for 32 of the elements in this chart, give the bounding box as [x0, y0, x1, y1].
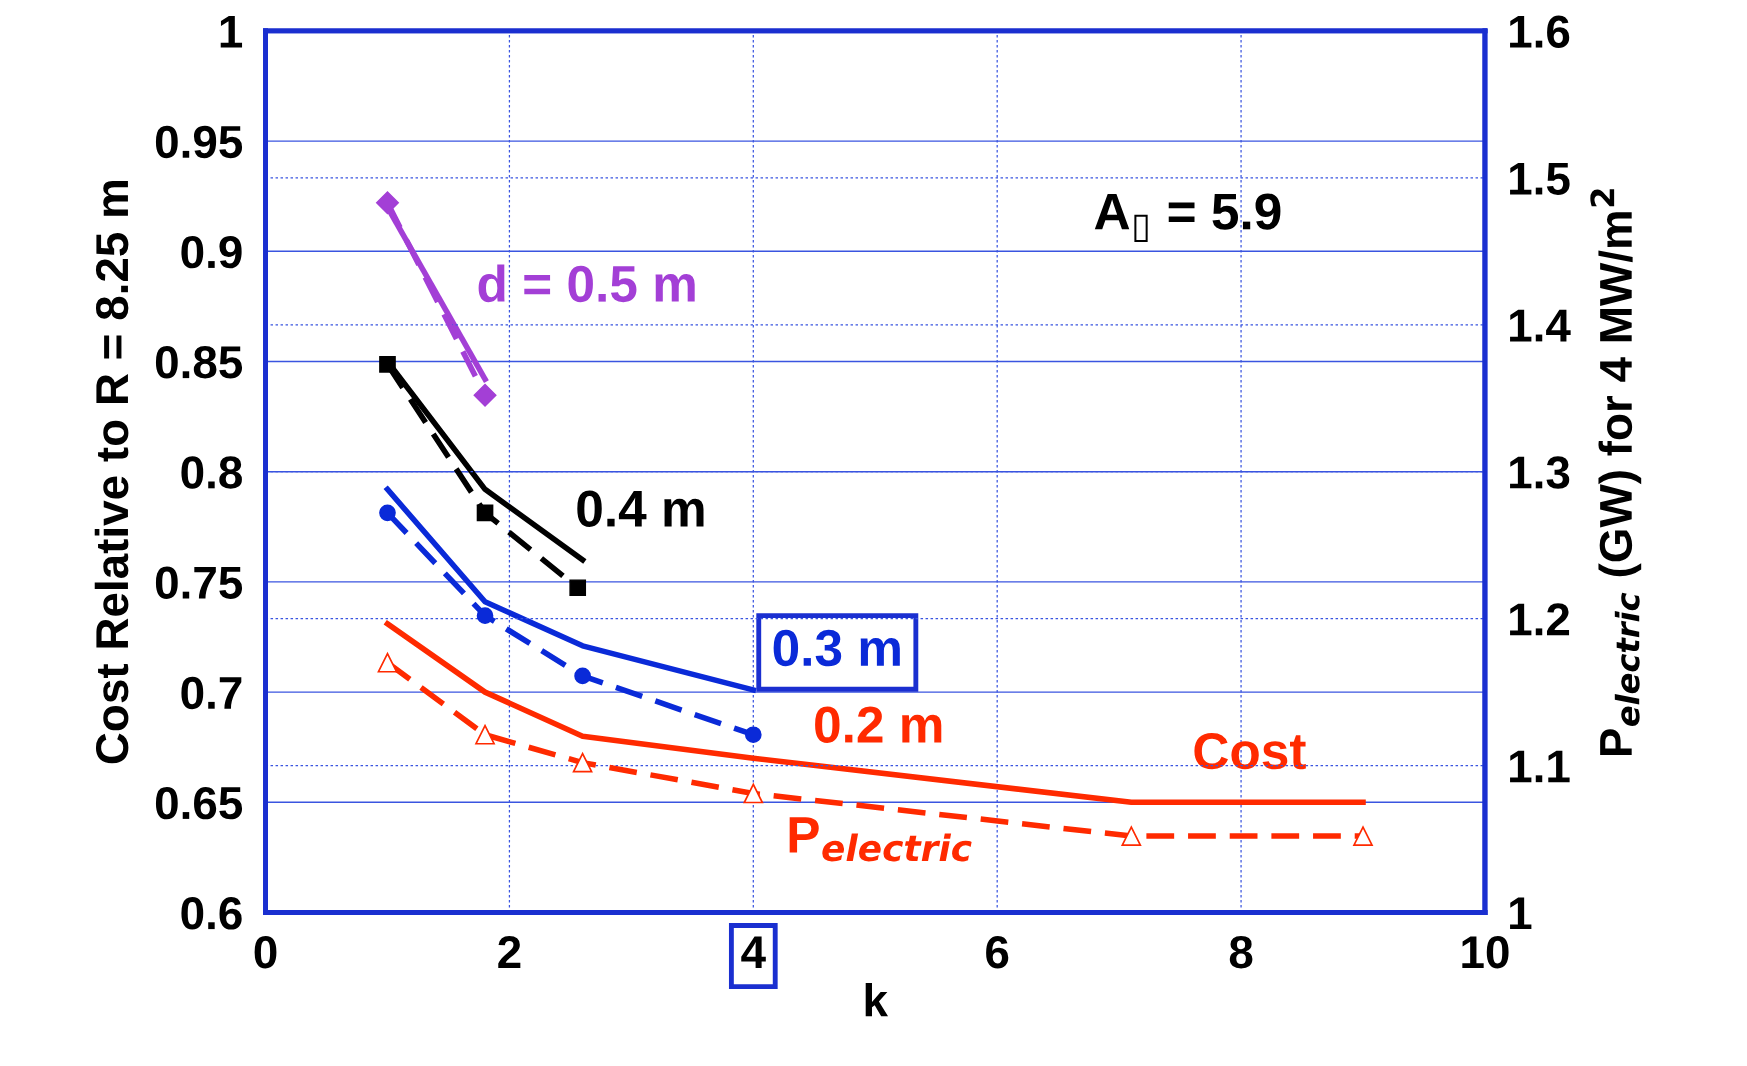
- x-tick-label: 4: [741, 936, 766, 968]
- x-tick-label: 6: [986, 935, 1009, 969]
- x-tick-label: 2: [498, 935, 521, 968]
- y-tick-label: 0.8: [181, 456, 242, 489]
- x-tick-label: 10: [1462, 935, 1509, 969]
- x-tick-label: 8: [1229, 935, 1253, 969]
- y2-axis-title: P$_{electric}$ (GW) for 4 MW/m$^{2}$: [1590, 189, 1642, 756]
- x-axis-title: k: [865, 983, 889, 1017]
- y2-tick-label: 1.5: [1510, 162, 1570, 195]
- y2-tick-label: 1.6: [1510, 15, 1570, 48]
- y-tick-label: 0.6: [181, 897, 242, 930]
- y-tick-label: 1: [220, 15, 243, 48]
- y-axis-title: Cost Relative to R = 8.25 m: [94, 180, 129, 764]
- y2-tick-label: 1.1: [1510, 750, 1570, 783]
- y-tick-label: 0.65: [155, 786, 243, 820]
- annotation: 0.4 m: [577, 490, 704, 527]
- y2-tick-label: 1.2: [1510, 603, 1570, 636]
- y-tick-label: 0.95: [155, 125, 243, 159]
- y-tick-label: 0.7: [181, 676, 242, 710]
- annotation: Cost: [1194, 732, 1306, 770]
- x-tick-label: 0: [254, 935, 277, 969]
- y-tick-label: 0.75: [155, 566, 243, 599]
- annotation: 0.2 m: [815, 706, 942, 743]
- y2-tick-label: 1.4: [1510, 309, 1571, 342]
- y-tick-label: 0.9: [181, 235, 242, 269]
- annotation: d = 0.5 m: [478, 264, 695, 303]
- y2-tick-label: 1.3: [1510, 456, 1570, 489]
- y2-tick-label: 1: [1510, 897, 1532, 930]
- annotation: A$_{▯}$ = 5.9: [1094, 193, 1281, 243]
- y-tick-label: 0.85: [155, 346, 243, 379]
- annotation: 0.3 m: [773, 629, 900, 667]
- annotation: P$_{electric}$: [789, 817, 972, 862]
